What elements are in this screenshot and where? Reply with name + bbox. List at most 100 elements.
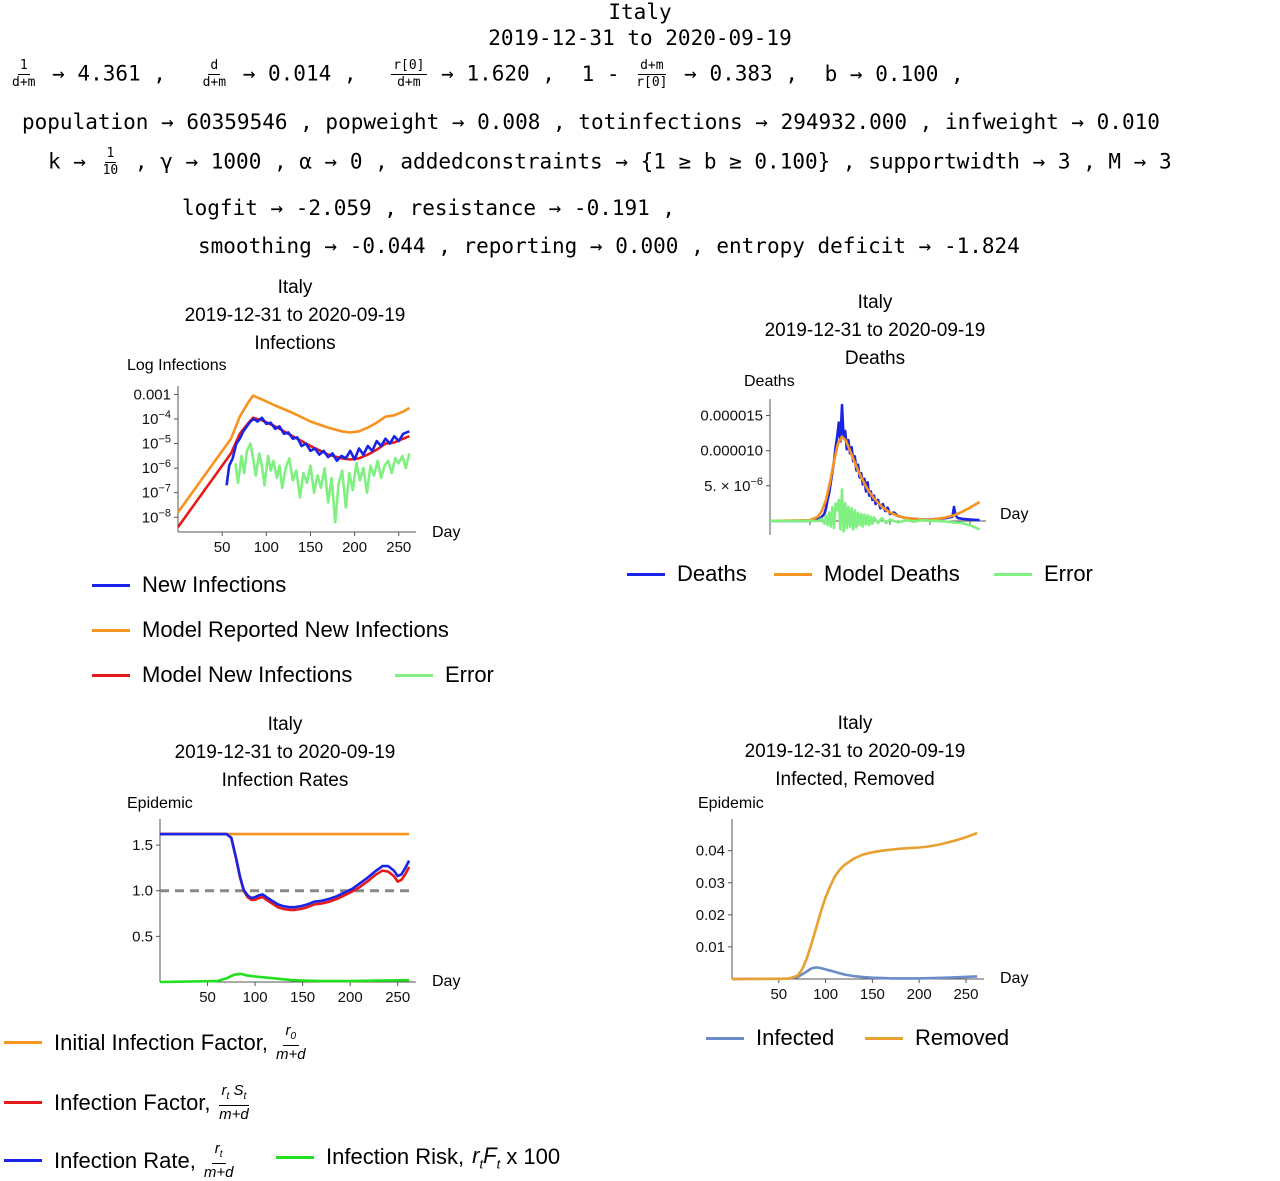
legend-item: Model Reported New Infections [92,617,449,643]
x-tick-label: 250 [385,989,410,1006]
legend-swatch [4,1101,42,1104]
fraction-den: d+m [12,75,36,90]
legend-label: Infected [756,1025,835,1050]
x-tick-label: 50 [214,539,231,556]
math-symbol: S [229,1082,244,1099]
x-tick-label: 100 [837,542,862,545]
y-tick-label: 0.02 [696,907,725,924]
fraction-den: r[0] [636,75,668,90]
x-tick-label: 250 [386,539,411,556]
x-tick-label: 50 [770,986,787,1003]
series-infection-risk [159,972,410,984]
y-tick-label: 1.0 [132,883,153,900]
legend-swatch [4,1159,42,1162]
legend-item: Error [395,662,494,688]
y-axis-label: Epidemic [698,795,764,812]
legend-label: Model New Infections [142,662,353,687]
legend-item: Initial Infection Factor, r0 m+d [4,1022,306,1063]
x-tick-label: 100 [813,986,838,1003]
legend-item: Infection Risk, rtFt x 100 [276,1143,560,1171]
x-tick-label: 150 [860,986,885,1003]
param-value: → 0.383 , [684,61,798,86]
chart-title-metric: Infected, Removed [775,769,935,790]
x-axis-label: Day [1000,506,1029,523]
fraction-num: rt St [218,1082,250,1106]
fraction-num: 1 [17,58,30,75]
header-country: Italy [608,0,672,24]
y-tick-label: 0.000015 [700,408,763,425]
header-date-range: 2019-12-31 to 2020-09-19 [488,26,792,50]
legend-fraction: rt St m+d [218,1082,250,1123]
chart-title-metric: Infection Rates [221,770,349,791]
legend-item: Model New Infections [92,662,352,688]
chart-title-metric: Infections [254,333,336,354]
legend-item: New Infections [92,572,286,598]
x-tick-label: 250 [953,986,978,1003]
legend-swatch [627,572,665,576]
legend-swatch [92,673,130,677]
legend-fraction: rt m+d [204,1140,234,1181]
fraction-den: d+m [202,75,227,90]
param-value: → 1.620 , [441,61,555,86]
infected-removed-plot: 50 100 150 200 250 0.04 0.03 0.02 0.01 [696,819,984,1003]
y-axis-label: Epidemic [127,795,193,812]
legend-swatch [774,572,812,576]
param-value: b → 0.100 , [824,61,964,86]
series-removed [731,831,978,981]
fraction-num: d+m [638,58,666,75]
series-infected [731,966,978,981]
header-line-1: 1 d+m → 4.361 , d d+m → 0.014 , r[0] d+m → … [8,58,964,91]
legend-label: Infection Risk, [326,1144,465,1170]
y-tick-label: 0.5 [132,928,153,945]
math-symbol: r [221,1082,227,1099]
chart-title-country: Italy [267,714,303,735]
legend-label: Infection Rate, [54,1147,196,1173]
legend-item: Infection Rate, rt m+d [4,1140,233,1181]
fraction-den: m+d [276,1046,306,1063]
legend-item: Deaths [627,561,747,587]
y-tick-label: 0.01 [696,939,725,956]
legend-swatch [706,1036,744,1040]
series-infection-rate [160,832,411,909]
legend-suffix: x 100 [500,1144,561,1170]
fraction-num: 1 [104,146,117,163]
x-tick-label: 250 [957,542,982,545]
math-subscript: t [479,1156,484,1172]
legend-swatch [395,673,433,677]
legend-swatch [276,1155,314,1159]
param-value: → 0.014 , [242,61,357,86]
y-tick-label: 10−5 [142,434,171,453]
legend-math: rtFt [472,1143,500,1171]
math-symbol: F [483,1143,497,1168]
x-tick-label: 100 [254,539,279,556]
param-value: , γ → 1000 , α → 0 , addedconstraints → … [134,149,1172,174]
series-error [234,442,411,524]
header-line-4: logfit → -2.059 , resistance → -0.191 , [182,196,676,220]
legend-label: Removed [915,1025,1010,1050]
fraction-den: d+m [397,75,421,90]
infection-rates-plot: 50 100 150 200 250 1.5 1.0 0.5 [132,819,416,1006]
math-symbol: r [472,1143,480,1168]
legend-label: Initial Infection Factor, [54,1029,268,1055]
chart-title-dates: 2019-12-31 to 2020-09-19 [184,305,406,326]
legend-item: Error [994,561,1093,587]
x-tick-label: 200 [907,986,932,1003]
y-tick-label: 0.03 [696,875,725,892]
series-error [770,488,981,533]
fraction: r[0] d+m [391,58,427,91]
legend-swatch [92,628,130,632]
legend-label: Infection Factor, [54,1089,211,1115]
y-tick-label: 0.000010 [700,443,763,460]
math-symbol: r [214,1140,220,1157]
chart-title-metric: Deaths [844,348,906,369]
y-tick-label: 10−4 [142,409,171,428]
x-tick-label: 150 [290,989,315,1006]
chart-title-dates: 2019-12-31 to 2020-09-19 [764,320,986,341]
fraction-den: m+d [203,1164,234,1181]
legend-label: Deaths [677,561,747,586]
chart-title-country: Italy [857,292,893,313]
legend-label: Error [445,662,494,687]
fraction-den: 10 [102,163,119,178]
legend-item: Infection Factor, rt St m+d [4,1082,250,1123]
x-tick-label: 50 [199,989,216,1006]
